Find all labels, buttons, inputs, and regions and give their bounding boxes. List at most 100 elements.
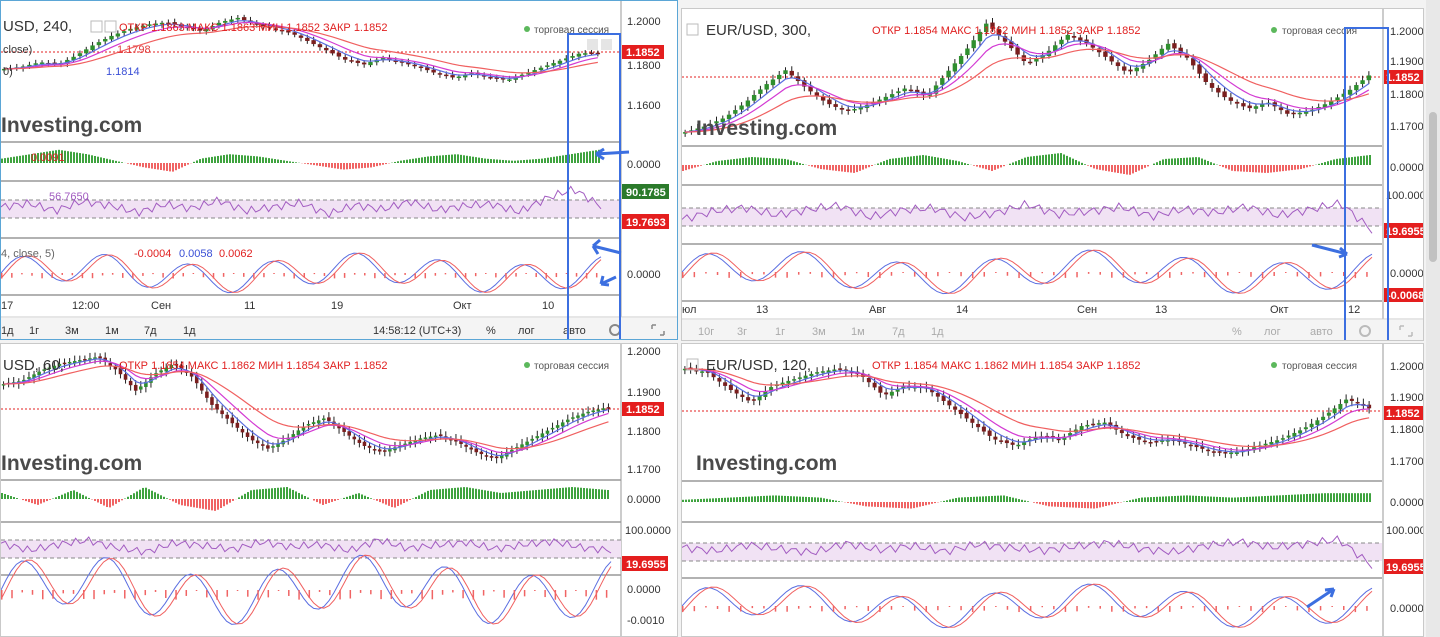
macd-bar <box>544 489 546 499</box>
candle <box>240 429 245 433</box>
candle <box>745 100 751 107</box>
range-button[interactable]: 3м <box>65 325 79 337</box>
stoch-bar <box>206 590 208 598</box>
macd-bar <box>700 165 702 166</box>
macd-bar <box>535 490 537 499</box>
range-button[interactable]: 10г <box>698 326 714 338</box>
stoch-bar <box>1215 272 1217 278</box>
macd-bar <box>1351 493 1353 502</box>
square-icon[interactable] <box>686 23 699 36</box>
candle <box>42 369 46 371</box>
auto-toggle[interactable]: авто <box>1310 326 1333 338</box>
macd-bar <box>517 491 519 499</box>
candle <box>884 392 889 395</box>
macd-bar <box>187 499 189 507</box>
chart-panel-eurusd-300[interactable]: EUR/USD, 300, ОТКР 1.1854 МАКС 1.1862 МИ… <box>681 8 1424 341</box>
scrollbar-thumb[interactable] <box>1429 112 1437 262</box>
macd-bar <box>409 159 411 163</box>
range-button[interactable]: 1д <box>183 325 196 337</box>
macd-bar <box>175 499 177 503</box>
range-button[interactable]: 1м <box>851 326 865 338</box>
macd-bar <box>1231 497 1233 502</box>
square-icon[interactable] <box>104 20 117 33</box>
macd-bar <box>736 497 738 502</box>
stoch-bar <box>535 273 537 278</box>
chart-panel-eurusd-120[interactable]: EUR/USD, 120, ОТКР 1.1854 МАКС 1.1862 МИ… <box>681 343 1424 637</box>
macd-bar <box>268 158 270 163</box>
macd-bar <box>4 494 6 499</box>
macd-bar <box>1366 493 1368 502</box>
page-scrollbar[interactable] <box>1426 0 1440 637</box>
symbol-label: EUR/USD, 300, <box>706 22 811 39</box>
investing-logo: Investing.com <box>1 452 142 475</box>
x-tick: Сен <box>151 300 171 312</box>
macd-bar <box>868 502 870 507</box>
stoch-bar <box>1041 606 1043 608</box>
candle <box>301 426 306 431</box>
macd-bar <box>586 151 588 163</box>
chart-panel-usd-60[interactable]: USD, 60, ОТКР 1.1854 МАКС 1.1862 МИН 1.1… <box>0 343 678 637</box>
macd-bar <box>142 163 144 168</box>
gear-icon[interactable] <box>1359 325 1371 337</box>
stoch-bar <box>739 272 742 278</box>
candle <box>1285 110 1290 114</box>
macd-bar <box>220 499 222 508</box>
macd-bar <box>1282 495 1284 502</box>
fullscreen-icon[interactable] <box>651 324 665 336</box>
stoch-bar <box>404 273 406 275</box>
chart-svg-usd-60: USD, 60, ОТКР 1.1854 МАКС 1.1862 МИН 1.1… <box>1 344 671 636</box>
square-icon[interactable] <box>686 358 699 371</box>
square-icon[interactable] <box>90 20 103 33</box>
gear-icon[interactable] <box>587 39 598 50</box>
macd-bar <box>736 158 738 165</box>
log-toggle[interactable]: лог <box>1264 326 1281 338</box>
macd-bar <box>595 488 597 499</box>
range-button[interactable]: 1м <box>105 325 119 337</box>
rsi-tag-green: 90.1785 <box>626 187 666 199</box>
candle <box>878 386 883 393</box>
macd-bar <box>1144 165 1146 168</box>
range-button[interactable]: 1д <box>931 326 944 338</box>
candle <box>964 412 969 419</box>
candle <box>1142 440 1147 443</box>
log-toggle[interactable]: лог <box>518 325 535 337</box>
macd-bar <box>478 489 480 499</box>
rsi-band <box>1 540 621 558</box>
macd-bar <box>412 498 414 499</box>
macd-bar <box>757 157 759 165</box>
candle <box>984 23 989 33</box>
macd-bar <box>190 499 192 507</box>
macd-bar <box>97 499 99 503</box>
range-button[interactable]: 1д <box>1 325 14 337</box>
range-button[interactable]: 7д <box>892 326 905 338</box>
range-button[interactable]: 1г <box>775 326 785 338</box>
candle <box>901 386 906 389</box>
macd-bar <box>349 495 351 499</box>
stoch-bar <box>937 272 939 277</box>
macd-bar <box>922 502 924 506</box>
candle <box>1119 430 1124 434</box>
fullscreen-icon[interactable] <box>1399 325 1413 337</box>
candle <box>1065 34 1070 40</box>
macd-bar <box>127 163 129 164</box>
candle <box>1 68 7 71</box>
range-button[interactable]: 3м <box>812 326 826 338</box>
ma-value-1: 1.1798 <box>117 44 151 56</box>
macd-bar <box>1099 502 1101 508</box>
macd-bar <box>1300 494 1302 502</box>
candle <box>557 60 563 64</box>
percent-toggle[interactable]: % <box>486 325 496 337</box>
candle <box>372 449 377 451</box>
auto-toggle[interactable]: авто <box>563 325 586 337</box>
chart-panel-usd-240[interactable]: USD, 240, ОТКР 1.1863 МАКС 1.1863 МИН 1.… <box>0 0 678 340</box>
header-icons[interactable] <box>90 20 117 33</box>
stoch-bar <box>705 272 707 274</box>
percent-toggle[interactable]: % <box>1232 326 1242 338</box>
range-button[interactable]: 3г <box>737 326 747 338</box>
macd-bar <box>1015 498 1017 502</box>
candle <box>423 437 428 439</box>
range-button[interactable]: 1г <box>29 325 39 337</box>
macd-bar <box>397 499 399 507</box>
range-button[interactable]: 7д <box>144 325 157 337</box>
close-icon[interactable] <box>601 39 612 50</box>
